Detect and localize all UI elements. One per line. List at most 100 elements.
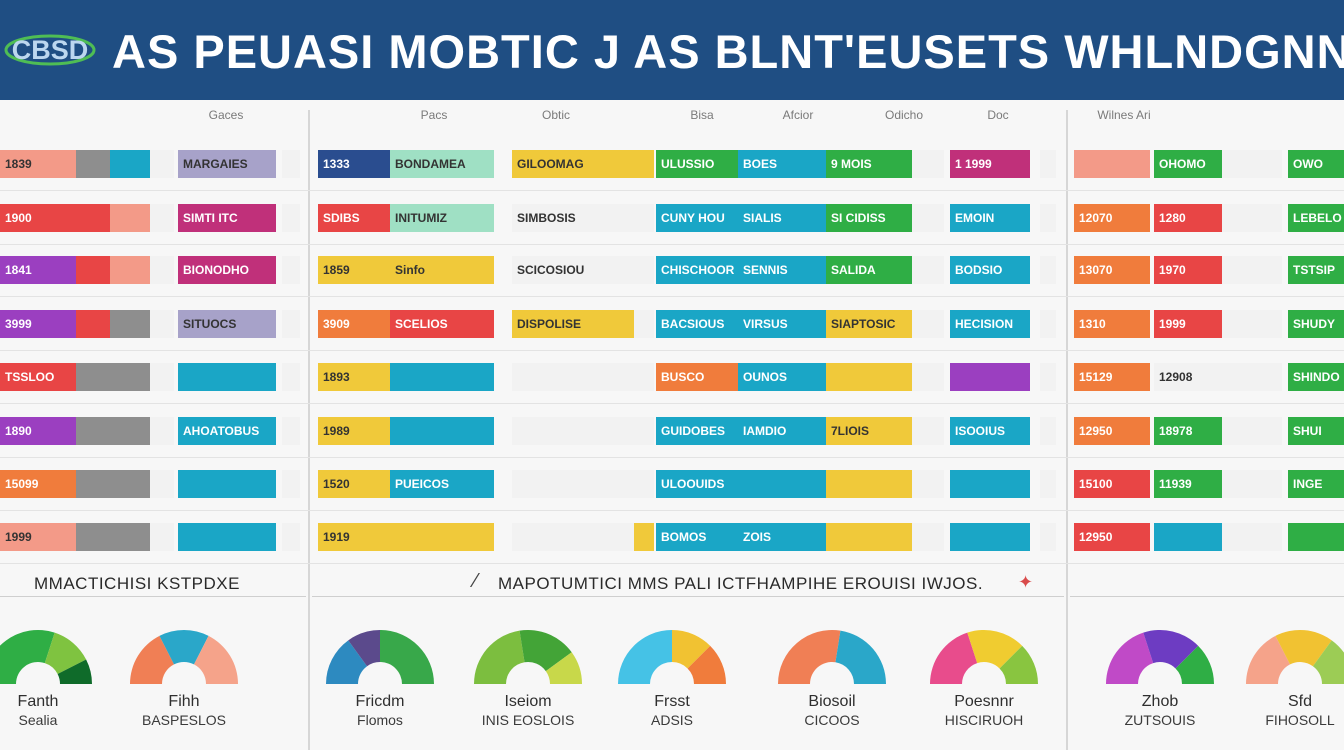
- table-cell: [738, 204, 826, 232]
- gauge-title: Zhob: [1141, 693, 1179, 710]
- table-cell: [1074, 310, 1150, 338]
- table-cell-label: SHINDO: [1293, 370, 1340, 384]
- table-cell: [1040, 363, 1056, 391]
- table-cell: [110, 204, 150, 232]
- table-cell: [656, 523, 738, 551]
- table-cell: [1154, 204, 1222, 232]
- table-cell-label: BACSIOUS: [661, 317, 725, 331]
- table-cell: [1040, 417, 1056, 445]
- table-cell: [912, 363, 944, 391]
- table-cell: [318, 363, 390, 391]
- gauge-chart: [130, 629, 238, 684]
- table-cell-label: 13070: [1079, 263, 1113, 277]
- table-cell-label: 12950: [1079, 530, 1113, 544]
- table-cell: [512, 417, 634, 445]
- table-cell: [0, 256, 76, 284]
- table-cell-label: SALIDA: [831, 263, 876, 277]
- table-cell-label: ISOOIUS: [955, 424, 1006, 438]
- gauge-slice: [778, 630, 841, 684]
- gauge-label: Biosoil CICOOS: [804, 692, 859, 730]
- table-cell: [738, 363, 826, 391]
- table-cell: [76, 204, 110, 232]
- gauge-chart: [778, 630, 886, 684]
- table-cell: [1154, 523, 1222, 551]
- table-cell: [178, 470, 276, 498]
- table-cell-label: SIMBOSIS: [517, 211, 576, 225]
- gauge-title: Iseiom: [504, 693, 552, 710]
- table-cell-label: 1859: [323, 263, 350, 277]
- table-row: [0, 244, 1344, 245]
- caption-rule: [1070, 596, 1344, 597]
- table-cell-label: INITUMIZ: [395, 211, 447, 225]
- gauge-subtitle: ADSIS: [650, 712, 694, 728]
- table-cell: [282, 417, 300, 445]
- gauge-chart: [1246, 630, 1344, 684]
- table-cell: [0, 470, 76, 498]
- table-cell: [950, 204, 1030, 232]
- column-header: Doc: [987, 108, 1009, 122]
- table-cell-label: DISPOLISE: [517, 317, 582, 331]
- gauge-slice: [672, 630, 711, 669]
- gauge-slice: [1312, 640, 1344, 684]
- table-cell-label: 1919: [323, 530, 350, 544]
- table-cell: [318, 417, 390, 445]
- table-cell-label: LEBELO: [1293, 211, 1342, 225]
- table-cell: [390, 470, 494, 498]
- table-cell-label: IAMDIO: [743, 424, 787, 438]
- table-cell: [912, 523, 944, 551]
- table-cell: [738, 417, 826, 445]
- table-cell: [738, 256, 826, 284]
- table-cell: [826, 523, 912, 551]
- gauge-chart: [930, 630, 1038, 684]
- table-cell: [1040, 150, 1056, 178]
- table-cell: [950, 150, 1030, 178]
- table-cell: [1154, 363, 1222, 391]
- table-cell-label: 12950: [1079, 424, 1113, 438]
- table-cell: [0, 204, 76, 232]
- gauge-chart: [0, 630, 92, 684]
- table-cell: [656, 204, 738, 232]
- header-bar: CBSD AS PEUASI MOBTIC J AS BLNT'EUSETS W…: [0, 0, 1344, 100]
- table-cell: [512, 150, 634, 178]
- gauge-label: Frsst ADSIS: [651, 692, 693, 730]
- table-cell: [512, 523, 634, 551]
- gauge-label: Fricdm Flomos: [356, 692, 405, 730]
- table-cell: [912, 204, 944, 232]
- table-cell: [634, 256, 654, 284]
- gauge-slice: [57, 659, 92, 684]
- table-cell-label: SHUDY: [1293, 317, 1336, 331]
- table-cell: [110, 150, 150, 178]
- table-cell: [1288, 417, 1344, 445]
- table-cell: [110, 256, 150, 284]
- page-title: AS PEUASI MOBTIC J AS BLNT'EUSETS WHLNDG…: [112, 25, 1344, 78]
- table-cell: [1074, 417, 1150, 445]
- column-header: Bisa: [690, 108, 714, 122]
- table-cell: [1074, 150, 1150, 178]
- gauge-subtitle: CICOOS: [804, 712, 860, 728]
- table-cell-label: 12908: [1159, 370, 1193, 384]
- table-cell: [912, 256, 944, 284]
- table-cell-label: SITUOCS: [183, 317, 237, 331]
- table-cell: [318, 204, 390, 232]
- table-cell: [318, 310, 390, 338]
- gauge-slice: [835, 630, 886, 684]
- table-cell: [1154, 470, 1222, 498]
- table-cell: [390, 256, 494, 284]
- table-cell-label: SCELIOS: [395, 317, 448, 331]
- table-cell: [110, 470, 150, 498]
- caption-rule: [312, 596, 1064, 597]
- table-cell-label: BONDAMEA: [395, 157, 466, 171]
- table-cell: [634, 150, 654, 178]
- gauge-label: Zhob ZUTSOUIS: [1125, 692, 1196, 730]
- table-cell: [826, 363, 912, 391]
- table-cell-label: TSSLOO: [5, 370, 55, 384]
- table-cell: [390, 310, 494, 338]
- table-cell-label: CHISCHOOR: [661, 263, 735, 277]
- table-cell: [390, 204, 494, 232]
- table-cell: [950, 470, 1030, 498]
- table-row: [0, 457, 1344, 458]
- gauge-slice: [1175, 645, 1214, 684]
- table-cell: [1288, 150, 1344, 178]
- table-cell: [178, 310, 276, 338]
- table-cell-label: SENNIS: [743, 263, 788, 277]
